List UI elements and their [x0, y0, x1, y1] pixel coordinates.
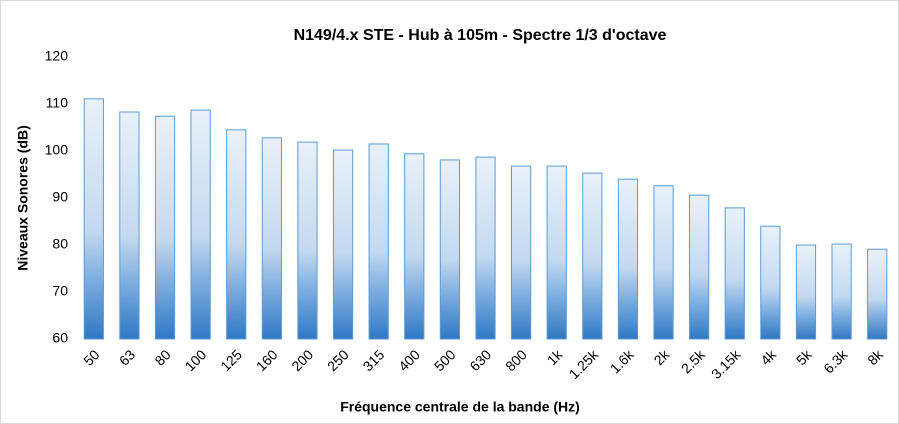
- bar: [368, 143, 389, 340]
- y-tick-label: 120: [45, 48, 69, 64]
- y-tick-label: 60: [52, 330, 68, 346]
- y-axis-title: Niveaux Sonores (dB): [15, 125, 31, 270]
- bar: [226, 129, 247, 340]
- bar: [795, 244, 817, 340]
- bar: [689, 194, 710, 340]
- bar: [760, 225, 781, 340]
- bar: [653, 185, 674, 340]
- bar: [332, 149, 354, 340]
- x-axis-title: Fréquence centrale de la bande (Hz): [340, 399, 580, 415]
- bar: [831, 243, 852, 340]
- bar: [582, 172, 603, 340]
- bar: [867, 248, 888, 340]
- y-tick-label: 80: [52, 236, 68, 252]
- bar: [617, 178, 639, 340]
- chart-title: N149/4.x STE - Hub à 105m - Spectre 1/3 …: [294, 27, 667, 44]
- bar: [724, 207, 745, 340]
- bar: [510, 165, 532, 340]
- bar: [190, 109, 211, 340]
- y-tick-label: 110: [46, 95, 69, 111]
- y-tick-label: 70: [52, 283, 68, 299]
- bar: [83, 98, 104, 340]
- bar: [261, 137, 282, 340]
- bar: [546, 165, 567, 340]
- bar: [154, 115, 176, 340]
- bar: [404, 153, 425, 340]
- bar: [297, 141, 318, 340]
- y-tick-label: 100: [45, 142, 69, 158]
- bar: [439, 159, 461, 340]
- bar: [475, 156, 496, 340]
- bar: [119, 111, 140, 340]
- y-tick-label: 90: [52, 189, 68, 205]
